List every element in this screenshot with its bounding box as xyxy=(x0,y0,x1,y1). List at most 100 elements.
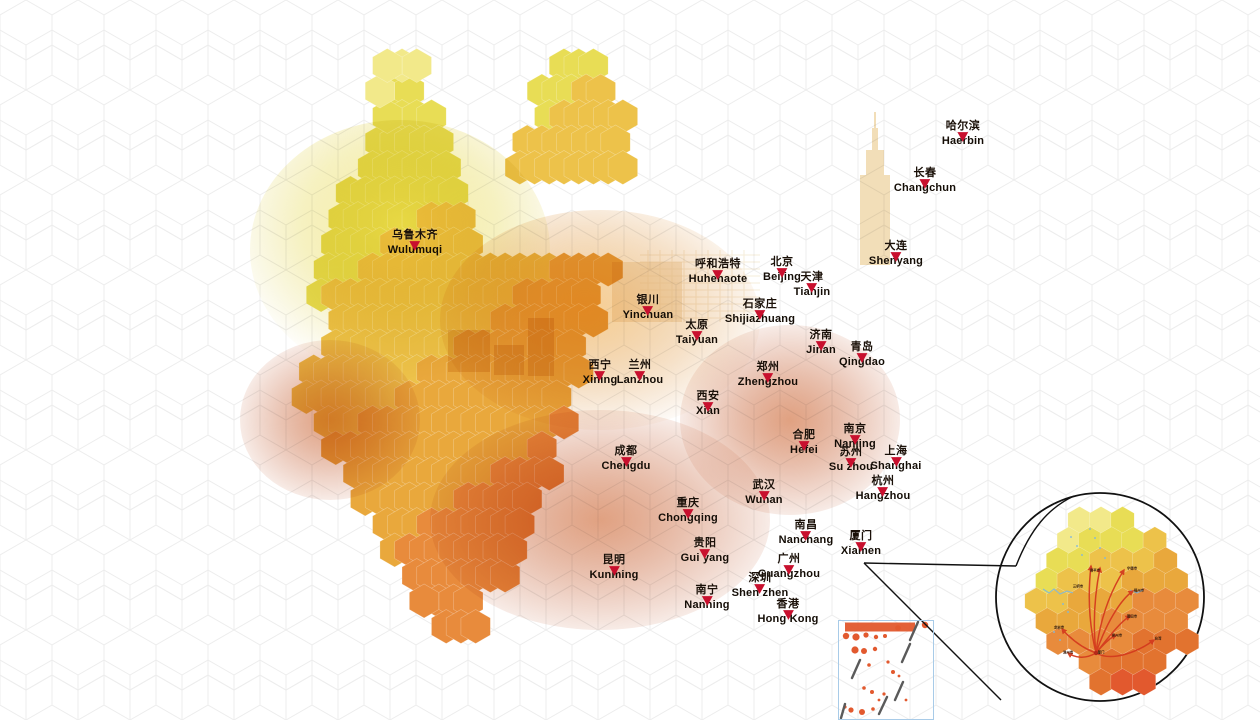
map-pin-icon xyxy=(608,564,621,577)
map-pin-icon xyxy=(956,130,969,143)
city-marker-xian[interactable]: 西安Xian xyxy=(696,391,720,417)
city-name-cn: 石家庄 xyxy=(742,298,778,310)
map-pin-icon xyxy=(682,507,695,520)
south-china-sea-inset xyxy=(838,620,934,720)
city-marker-tianjin[interactable]: 天津Tianjin xyxy=(794,272,831,298)
map-pin-icon xyxy=(775,266,788,279)
city-name-cn: 银川 xyxy=(636,294,660,306)
map-pin-icon xyxy=(876,485,889,498)
city-marker-shenyang[interactable]: 大连Shenyang xyxy=(869,241,923,267)
map-pin-icon xyxy=(754,308,767,321)
map-pin-icon xyxy=(844,456,857,469)
map-pin-icon xyxy=(889,250,902,263)
city-name-cn: 深圳 xyxy=(748,572,772,584)
map-pin-icon xyxy=(702,400,715,413)
fujian-callout xyxy=(863,492,1205,702)
city-name-cn: 贵阳 xyxy=(693,537,717,549)
city-name-cn: 天津 xyxy=(800,271,824,283)
city-name-cn: 武汉 xyxy=(752,479,776,491)
map-pin-icon xyxy=(918,177,931,190)
callout-city-label: 龙岩市 xyxy=(1053,625,1065,630)
callout-city-label: 台湾 xyxy=(1154,636,1162,641)
city-name-cn: 济南 xyxy=(809,329,833,341)
city-marker-hangzhou[interactable]: 杭州Hangzhou xyxy=(856,476,911,502)
city-name-cn: 兰州 xyxy=(628,359,652,371)
city-name-cn: 西安 xyxy=(696,390,720,402)
city-name-cn: 成都 xyxy=(614,445,638,457)
city-marker-chengdu[interactable]: 成都Chengdu xyxy=(601,446,650,472)
map-pin-icon xyxy=(754,582,767,595)
city-name-cn: 乌鲁木齐 xyxy=(392,229,438,241)
city-marker-xining[interactable]: 西宁Xining xyxy=(583,360,618,386)
map-pin-icon xyxy=(814,339,827,352)
map-pin-icon xyxy=(848,433,861,446)
callout-city-label: 莆田市 xyxy=(1126,614,1138,619)
map-pin-icon xyxy=(641,304,654,317)
callout-city-label: 三明市 xyxy=(1072,584,1084,589)
city-marker-nanning[interactable]: 南宁Nanning xyxy=(684,585,729,611)
map-pin-icon xyxy=(701,594,714,607)
map-pin-icon xyxy=(620,455,633,468)
map-pin-icon xyxy=(889,455,902,468)
city-marker-kunming[interactable]: 昆明Kunming xyxy=(589,555,638,581)
callout-city-label: 宁德市 xyxy=(1126,566,1138,571)
city-marker-haerbin[interactable]: 哈尔滨Haerbin xyxy=(942,121,984,147)
city-marker-changchun[interactable]: 长春Changchun xyxy=(894,168,956,194)
city-name-cn: 香港 xyxy=(776,598,800,610)
city-name-cn: 南京 xyxy=(843,423,867,435)
map-pin-icon xyxy=(782,563,795,576)
map-pin-icon xyxy=(800,529,813,542)
city-marker-shanghai[interactable]: 上海Shanghai xyxy=(870,446,921,472)
city-marker-taiyuan[interactable]: 太原Taiyuan xyxy=(676,320,718,346)
city-name-cn: 哈尔滨 xyxy=(945,120,981,132)
city-name-cn: 太原 xyxy=(685,319,709,331)
city-marker-guangzhou[interactable]: 广州Guangzhou xyxy=(758,554,820,580)
city-marker-qingdao[interactable]: 青岛Qingdao xyxy=(839,342,885,368)
city-name-cn: 苏州 xyxy=(839,446,863,458)
city-marker-wulumuqi[interactable]: 乌鲁木齐Wulumuqi xyxy=(388,230,443,256)
city-name-cn: 上海 xyxy=(884,445,908,457)
map-pin-icon xyxy=(782,608,795,621)
city-marker-beijing[interactable]: 北京Beijing xyxy=(763,257,801,283)
city-marker-yinchuan[interactable]: 银川Yinchuan xyxy=(623,295,674,321)
map-pin-icon xyxy=(409,239,422,252)
map-pin-icon xyxy=(855,351,868,364)
city-name-cn: 郑州 xyxy=(756,361,780,373)
map-pin-icon xyxy=(594,369,607,382)
city-name-cn: 广州 xyxy=(777,553,801,565)
city-name-cn: 西宁 xyxy=(588,359,612,371)
city-marker-shen-zhen[interactable]: 深圳 Shen zhen xyxy=(732,573,789,599)
map-pin-icon xyxy=(758,489,771,502)
city-marker-zhengzhou[interactable]: 郑州Zhengzhou xyxy=(738,362,798,388)
city-marker-su-zhou[interactable]: 苏州 Su zhou xyxy=(829,447,873,473)
city-marker-nanchang[interactable]: 南昌Nanchang xyxy=(779,520,834,546)
city-marker-shijiazhuang[interactable]: 石家庄Shijiazhuang xyxy=(725,299,795,325)
city-name-cn: 呼和浩特 xyxy=(694,258,741,270)
map-pin-icon xyxy=(691,329,704,342)
south-china-sea-inset-content xyxy=(839,620,929,720)
city-marker-gui-yang[interactable]: 贵阳 Gui yang xyxy=(681,538,730,564)
city-name-cn: 长春 xyxy=(913,167,937,179)
map-pin-icon xyxy=(634,369,647,382)
city-name-cn: 杭州 xyxy=(871,475,895,487)
city-marker-nanjing[interactable]: 南京Nanjing xyxy=(834,424,876,450)
city-marker-lanzhou[interactable]: 兰州Lanzhou xyxy=(617,360,664,386)
city-marker-chongqing[interactable]: 重庆Chongqing xyxy=(658,498,718,524)
map-pin-icon xyxy=(798,439,811,452)
city-marker-hong-kong[interactable]: 香港 Hong Kong xyxy=(757,599,818,625)
city-name-cn: 南宁 xyxy=(695,584,719,596)
map-pin-icon xyxy=(806,281,819,294)
callout-city-label: 漳州市 xyxy=(1062,650,1074,655)
city-marker-huhehaote[interactable]: 呼和浩特Huhehaote xyxy=(689,259,748,285)
city-name-cn: 北京 xyxy=(770,256,794,268)
city-name-cn: 厦门 xyxy=(849,530,873,542)
city-marker-hefei[interactable]: 合肥Hefei xyxy=(790,430,818,456)
city-marker-jinan[interactable]: 济南Jinan xyxy=(806,330,836,356)
city-name-cn: 昆明 xyxy=(602,554,626,566)
city-name-cn: 重庆 xyxy=(676,497,700,509)
city-marker-wuhan[interactable]: 武汉Wuhan xyxy=(745,480,782,506)
city-marker-xiamen[interactable]: 厦门Xiamen xyxy=(841,531,881,557)
map-pin-icon xyxy=(698,547,711,560)
